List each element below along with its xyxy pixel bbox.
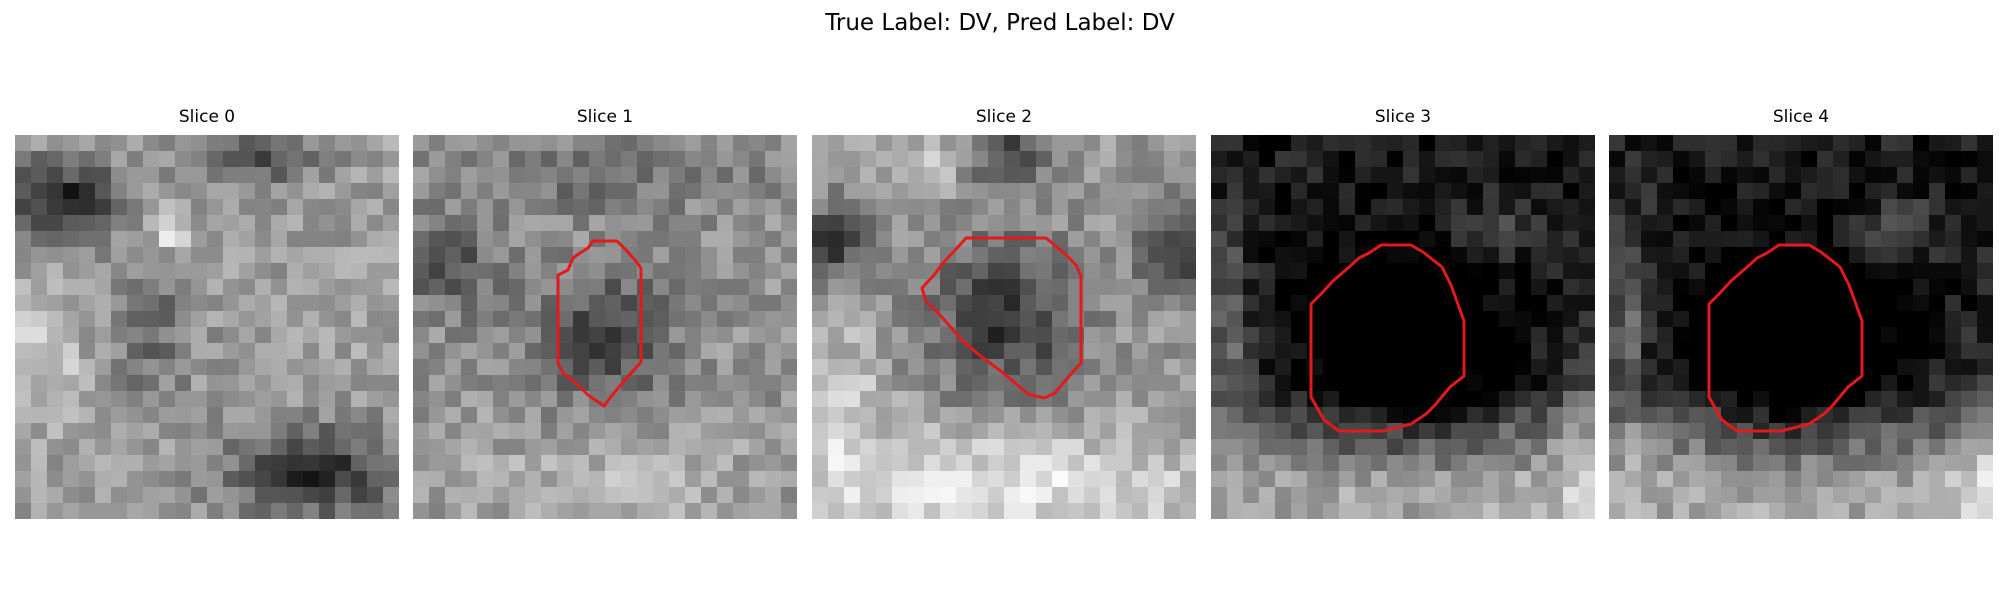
slice-title: Slice 3	[1374, 107, 1432, 127]
segmentation-contour	[920, 236, 1083, 400]
slice-image	[1211, 135, 1595, 519]
slice-image	[15, 135, 399, 519]
slice-title: Slice 2	[975, 107, 1033, 127]
slice-image	[812, 135, 1196, 519]
segmentation-contour	[556, 239, 643, 408]
slice-image	[413, 135, 797, 519]
slice-title: Slice 0	[178, 107, 236, 127]
slice-title: Slice 4	[1772, 107, 1830, 127]
segmentation-contour	[1707, 243, 1864, 433]
figure-title: True Label: DV, Pred Label: DV	[825, 10, 1175, 36]
segmentation-contour	[1309, 243, 1466, 433]
slice-title: Slice 1	[576, 107, 634, 127]
slice-image	[1609, 135, 1993, 519]
